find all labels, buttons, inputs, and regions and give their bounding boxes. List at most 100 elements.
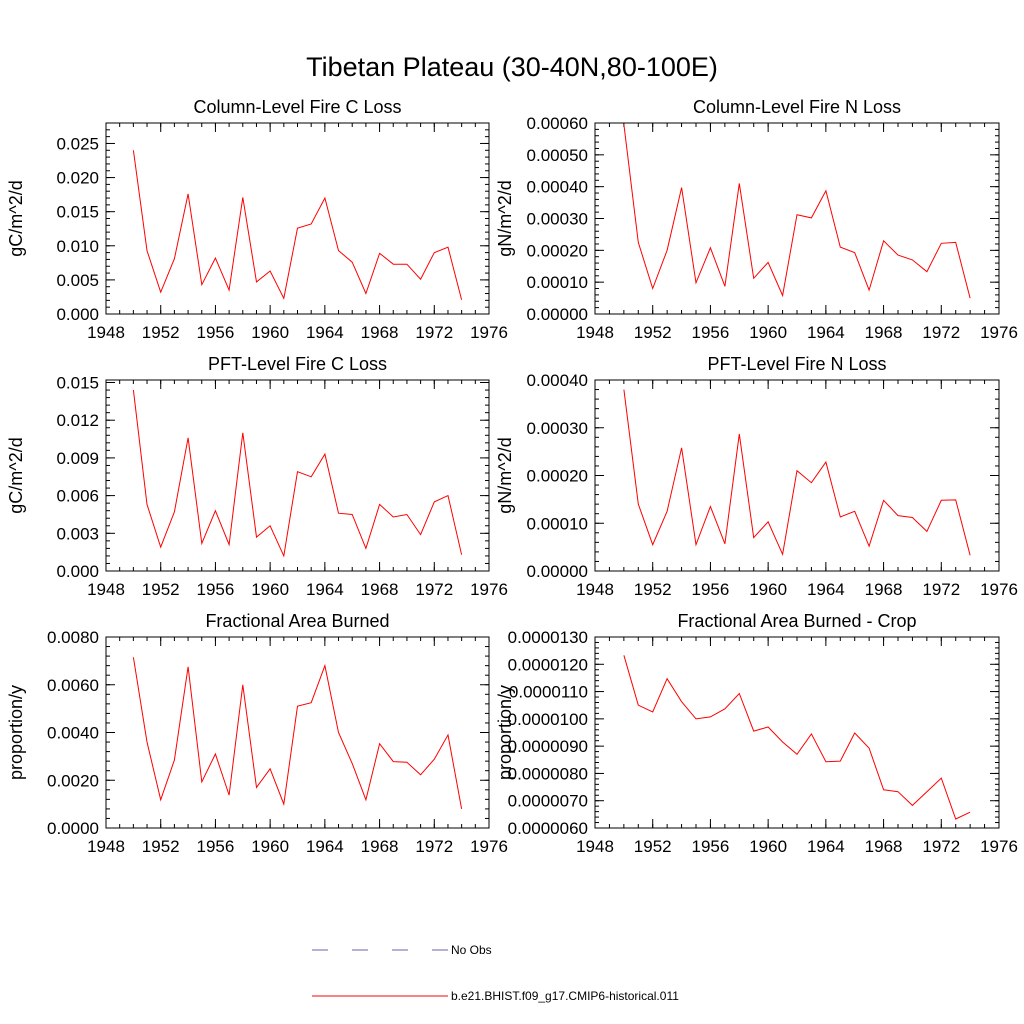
x-tick-label: 1960 — [749, 580, 787, 599]
legend-label-no-obs: No Obs — [451, 943, 492, 957]
y-tick-label: 0.0000110 — [509, 683, 588, 702]
x-tick-label: 1956 — [692, 323, 730, 342]
x-tick-label: 1964 — [306, 837, 344, 856]
x-tick-label: 1972 — [922, 837, 960, 856]
y-tick-label: 0.000 — [56, 305, 99, 324]
legend-label-model: b.e21.BHIST.f09_g17.CMIP6-historical.011 — [451, 989, 679, 1003]
x-tick-label: 1972 — [415, 580, 453, 599]
x-tick-label: 1968 — [361, 580, 399, 599]
x-tick-label: 1952 — [142, 580, 180, 599]
x-tick-label: 1956 — [692, 837, 730, 856]
x-tick-label: 1952 — [142, 323, 180, 342]
x-tick-label: 1952 — [634, 837, 672, 856]
x-tick-label: 1960 — [251, 837, 289, 856]
y-tick-label: 0.010 — [56, 237, 99, 256]
y-tick-label: 0.020 — [56, 169, 99, 188]
x-tick-label: 1972 — [415, 323, 453, 342]
y-tick-label: 0.0040 — [47, 724, 99, 743]
x-tick-label: 1956 — [197, 837, 235, 856]
series-line — [623, 124, 971, 299]
y-tick-label: 0.0000 — [47, 819, 99, 838]
y-axis-label: proportion/y — [6, 685, 26, 780]
y-axis-label: proportion/y — [495, 685, 515, 780]
x-tick-label: 1952 — [634, 323, 672, 342]
x-tick-label: 1972 — [922, 580, 960, 599]
y-tick-label: 0.0020 — [47, 771, 99, 790]
y-tick-label: 0.00040 — [527, 178, 588, 197]
series-line — [132, 657, 463, 809]
series-line — [623, 655, 971, 820]
x-tick-label: 1952 — [142, 837, 180, 856]
chart-panel-3: 1948 1952 1956 1960 1964 1968 1972 1976 0.000 0.0… — [6, 354, 508, 599]
y-tick-label: 0.015 — [56, 374, 99, 393]
plot-frame — [594, 636, 1000, 829]
panel-title: Column-Level Fire C Loss — [193, 97, 401, 117]
y-tick-label: 0.00020 — [527, 467, 588, 486]
x-tick-label: 1976 — [980, 837, 1018, 856]
x-tick-label: 1976 — [470, 580, 508, 599]
y-axis-label: gN/m^2/d — [495, 180, 515, 256]
y-tick-label: 0.0080 — [47, 628, 99, 647]
plot-frame — [594, 379, 1000, 572]
x-tick-label: 1956 — [197, 323, 235, 342]
y-tick-label: 0.00010 — [527, 514, 588, 533]
x-tick-label: 1972 — [415, 837, 453, 856]
y-axis-label: gC/m^2/d — [6, 437, 26, 513]
plot-frame — [105, 636, 490, 829]
panel-title: PFT-Level Fire N Loss — [707, 354, 886, 374]
chart-panel-6: 1948 1952 1956 1960 1964 1968 1972 1976 0.000006… — [495, 611, 1018, 856]
x-tick-label: 1976 — [980, 580, 1018, 599]
x-tick-label: 1948 — [576, 323, 614, 342]
y-tick-label: 0.00020 — [527, 241, 588, 260]
y-tick-label: 0.012 — [56, 411, 99, 430]
y-tick-label: 0.0060 — [47, 676, 99, 695]
y-tick-label: 0.0000090 — [508, 737, 588, 756]
y-tick-label: 0.015 — [56, 203, 99, 222]
x-tick-label: 1976 — [980, 323, 1018, 342]
panel-title: Fractional Area Burned - Crop — [677, 611, 916, 631]
legend: No Obs b.e21.BHIST.f09_g17.CMIP6-histori… — [312, 943, 679, 1003]
x-tick-label: 1960 — [251, 323, 289, 342]
x-tick-label: 1948 — [87, 837, 125, 856]
series-line — [132, 390, 463, 558]
y-tick-label: 0.00060 — [527, 114, 588, 133]
x-tick-label: 1964 — [306, 323, 344, 342]
y-tick-label: 0.00010 — [527, 273, 588, 292]
x-tick-label: 1976 — [470, 323, 508, 342]
y-tick-label: 0.0000070 — [508, 792, 588, 811]
x-tick-label: 1968 — [865, 580, 903, 599]
x-tick-label: 1960 — [749, 837, 787, 856]
chart-panel-1: 1948 1952 1956 1960 1964 1968 1972 1976 0.000 0.0… — [6, 97, 508, 342]
chart-panel-4: 1948 1952 1956 1960 1964 1968 1972 1976 0.00000 0… — [495, 354, 1018, 599]
y-tick-label: 0.000 — [56, 562, 99, 581]
y-tick-label: 0.0000080 — [508, 764, 588, 783]
plot-frame — [594, 122, 1000, 315]
plot-frame — [105, 379, 490, 572]
y-tick-label: 0.0000060 — [508, 819, 588, 838]
x-tick-label: 1948 — [576, 580, 614, 599]
y-tick-label: 0.0000120 — [508, 655, 588, 674]
panels-area: 1948 1952 1956 1960 1964 1968 1972 1976 0.000 0.0… — [6, 97, 1018, 856]
x-tick-label: 1964 — [807, 323, 845, 342]
chart-panel-5: 1948 1952 1956 1960 1964 1968 1972 1976 0.0000 0.… — [6, 611, 508, 856]
y-tick-label: 0.0000100 — [508, 710, 588, 729]
x-tick-label: 1964 — [306, 580, 344, 599]
x-tick-label: 1956 — [197, 580, 235, 599]
y-axis-label: gC/m^2/d — [6, 180, 26, 256]
series-line — [132, 150, 463, 300]
y-axis-label: gN/m^2/d — [495, 437, 515, 513]
x-tick-label: 1960 — [251, 580, 289, 599]
x-tick-label: 1948 — [87, 323, 125, 342]
x-tick-label: 1960 — [749, 323, 787, 342]
chart-panel-2: 1948 1952 1956 1960 1964 1968 1972 1976 0.00000 0… — [495, 97, 1018, 342]
x-tick-label: 1968 — [361, 323, 399, 342]
y-tick-label: 0.00030 — [527, 210, 588, 229]
series-line — [623, 389, 971, 557]
panel-title: Column-Level Fire N Loss — [693, 97, 901, 117]
figure-title: Tibetan Plateau (30-40N,80-100E) — [306, 52, 718, 82]
x-tick-label: 1948 — [576, 837, 614, 856]
y-tick-label: 0.003 — [56, 524, 99, 543]
x-tick-label: 1968 — [865, 323, 903, 342]
x-tick-label: 1964 — [807, 580, 845, 599]
